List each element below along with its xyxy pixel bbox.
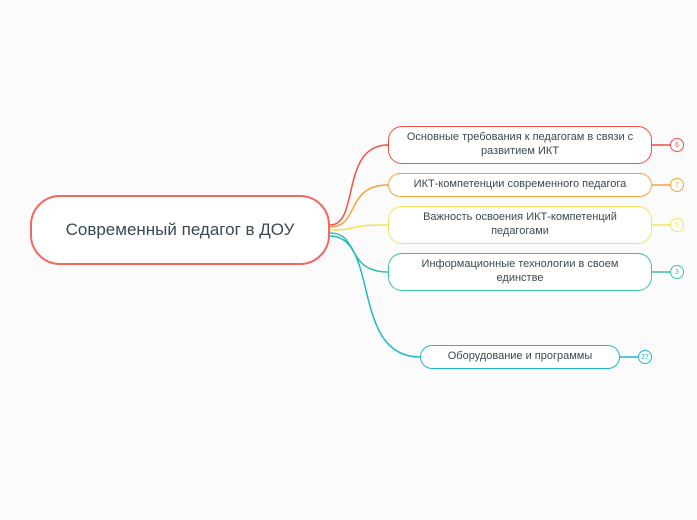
child-label: ИКТ-компетенции современного педагога [414,178,627,192]
count-value: 7 [675,182,679,189]
count-badge-c4[interactable]: 3 [670,265,684,279]
count-badge-c1[interactable]: 6 [670,138,684,152]
root-label: Современный педагог в ДОУ [66,219,295,240]
count-value: 3 [675,269,679,276]
mindmap-canvas: { "diagram": { "type": "mindmap", "backg… [0,0,697,520]
count-value: 27 [641,354,649,361]
count-badge-c3[interactable]: 5 [670,218,684,232]
child-node-c2[interactable]: ИКТ-компетенции современного педагога [388,173,652,197]
count-badge-c5[interactable]: 27 [638,350,652,364]
count-badge-c2[interactable]: 7 [670,178,684,192]
child-label: Основные требования к педагогам в связи … [399,131,641,159]
child-node-c4[interactable]: Информационные технологии в своем единст… [388,253,652,291]
child-node-c3[interactable]: Важность освоения ИКТ-компетенций педаго… [388,206,652,244]
count-value: 6 [675,142,679,149]
child-node-c5[interactable]: Оборудование и программы [420,345,620,369]
child-label: Информационные технологии в своем единст… [399,258,641,286]
root-node[interactable]: Современный педагог в ДОУ [30,195,330,265]
child-label: Оборудование и программы [448,350,593,364]
child-node-c1[interactable]: Основные требования к педагогам в связи … [388,126,652,164]
child-label: Важность освоения ИКТ-компетенций педаго… [399,211,641,239]
count-value: 5 [675,222,679,229]
